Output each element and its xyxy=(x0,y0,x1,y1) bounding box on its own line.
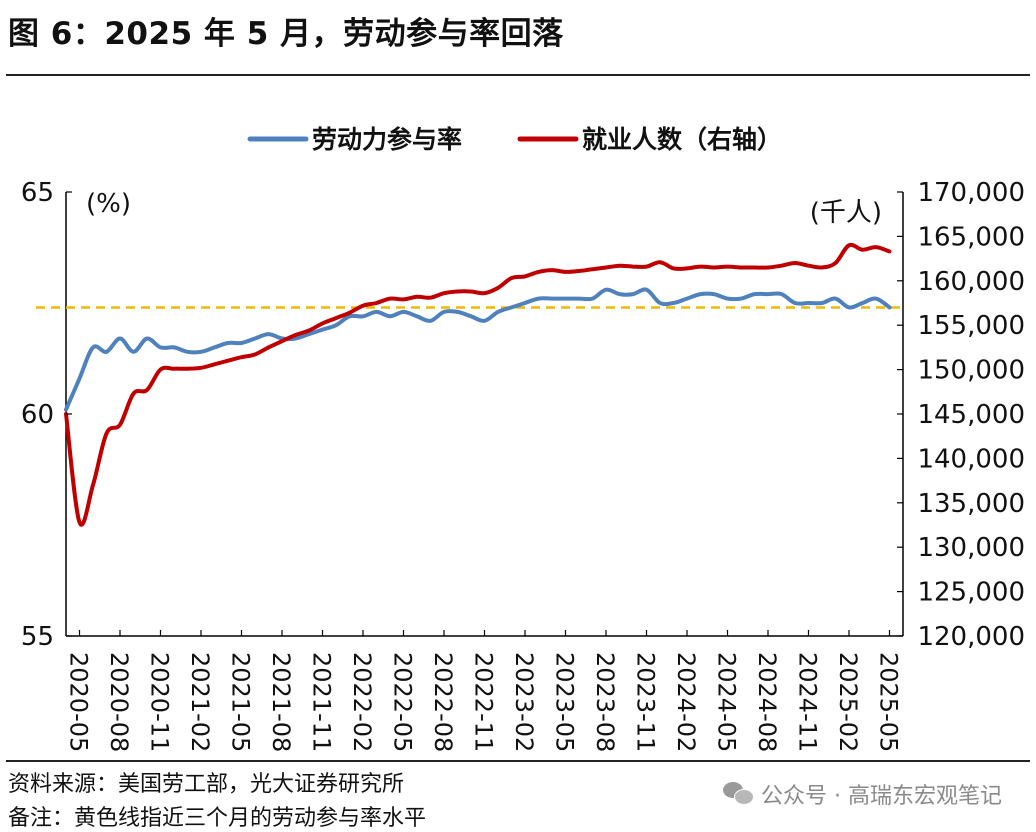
legend-label: 劳动力参与率 xyxy=(312,125,462,154)
y-right-tick-label: 165,000 xyxy=(917,222,1025,252)
y-right-tick-label: 155,000 xyxy=(917,311,1025,341)
x-tick-label: 2022-08 xyxy=(429,652,457,752)
y-right-tick-label: 125,000 xyxy=(917,578,1025,608)
series-line-participation-rate xyxy=(64,287,892,412)
x-tick-label: 2022-11 xyxy=(470,652,498,752)
footer-divider xyxy=(6,760,1030,762)
x-tick-label: 2025-02 xyxy=(834,652,862,752)
y-left-tick-label: 55 xyxy=(21,622,54,652)
watermark: 公众号 · 高瑞东宏观笔记 xyxy=(723,778,1002,810)
series-group xyxy=(64,242,892,527)
x-tick-label: 2024-02 xyxy=(672,652,700,752)
x-tick-label: 2022-02 xyxy=(348,652,376,752)
wechat-icon xyxy=(723,782,755,806)
source-text: 资料来源：美国劳工部，光大证券研究所 xyxy=(8,772,405,797)
x-tick-label: 2024-08 xyxy=(753,652,781,752)
x-tick-label: 2024-11 xyxy=(794,652,822,752)
x-ticks: 2020-05 2020-08 2020-11 2021-02 2021-05 2021-… xyxy=(65,630,903,752)
x-tick-label: 2023-02 xyxy=(510,652,538,752)
x-tick-label: 2025-05 xyxy=(875,652,903,752)
y-left-tick-label: 65 xyxy=(21,178,54,208)
y-right-tick-label: 145,000 xyxy=(917,400,1025,430)
note-text: 备注：黄色线指近三个月的劳动参与率水平 xyxy=(8,806,427,831)
x-tick-label: 2023-11 xyxy=(632,652,660,752)
y-right-tick-label: 160,000 xyxy=(917,267,1025,297)
y-right-tick-label: 140,000 xyxy=(917,444,1025,474)
legend-label: 就业人数（右轴） xyxy=(582,125,782,154)
y-right-tick-label: 130,000 xyxy=(917,533,1025,563)
y-left-ticks: 55 60 65 xyxy=(21,178,72,652)
x-tick-label: 2020-08 xyxy=(105,652,133,752)
x-tick-label: 2024-05 xyxy=(713,652,741,752)
axis-units: (%) (千人) xyxy=(86,189,882,228)
y-right-tick-label: 150,000 xyxy=(917,356,1025,386)
y-right-unit: (千人) xyxy=(810,198,882,228)
y-left-unit: (%) xyxy=(86,189,131,219)
x-tick-label: 2021-05 xyxy=(227,652,255,752)
series-line-employment xyxy=(64,242,892,527)
x-tick-label: 2021-02 xyxy=(186,652,214,752)
title-divider xyxy=(6,74,1030,76)
x-tick-label: 2021-11 xyxy=(308,652,336,752)
axes xyxy=(65,192,904,637)
y-right-ticks: 120,000 125,000 130,000 135,000 140,000 145,0… xyxy=(897,178,1025,652)
x-tick-label: 2021-08 xyxy=(267,652,295,752)
x-tick-label: 2023-08 xyxy=(591,652,619,752)
y-right-tick-label: 120,000 xyxy=(917,622,1025,652)
x-tick-label: 2022-05 xyxy=(389,652,417,752)
x-tick-label: 2020-11 xyxy=(146,652,174,752)
y-right-tick-label: 170,000 xyxy=(917,178,1025,208)
x-tick-label: 2023-05 xyxy=(551,652,579,752)
y-right-tick-label: 135,000 xyxy=(917,489,1025,519)
x-tick-label: 2020-05 xyxy=(65,652,93,752)
chart-title: 图 6：2025 年 5 月，劳动参与率回落 xyxy=(8,16,564,52)
dual-axis-line-chart: 劳动力参与率 就业人数（右轴） (%) (千人) 55 60 65 120,000 125… xyxy=(21,125,1025,752)
legend: 劳动力参与率 就业人数（右轴） xyxy=(247,125,782,154)
watermark-text: 公众号 · 高瑞东宏观笔记 xyxy=(761,784,1002,809)
y-left-tick-label: 60 xyxy=(21,400,54,430)
